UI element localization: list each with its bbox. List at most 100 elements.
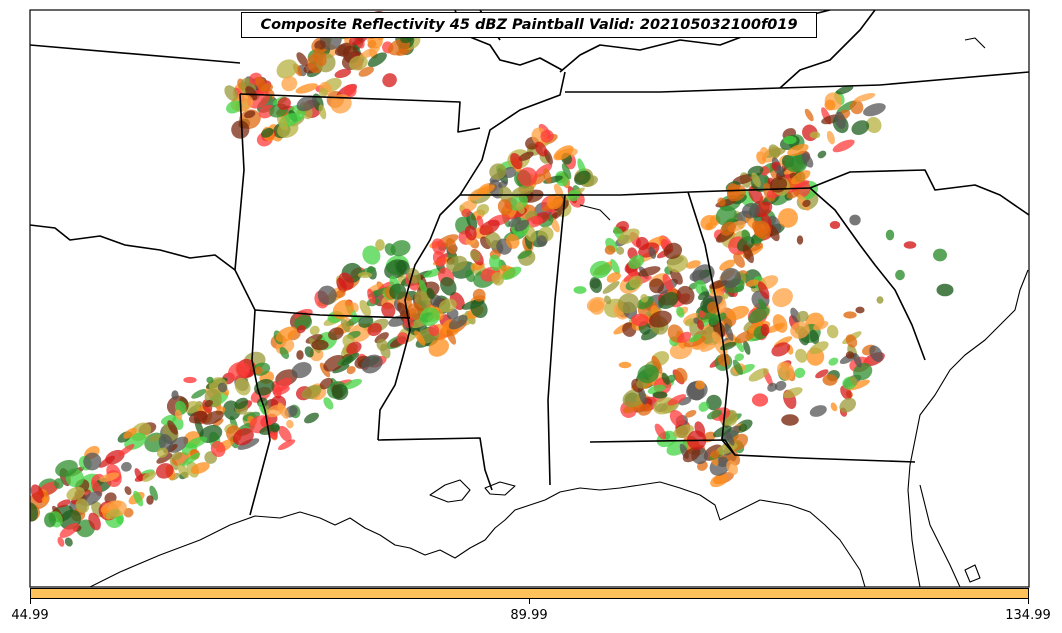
storm-cell: [801, 153, 814, 168]
storm-cell: [813, 320, 829, 331]
storm-cell: [234, 397, 249, 410]
storm-cell: [776, 361, 795, 381]
storm-cell: [88, 512, 101, 531]
storm-cell: [361, 354, 383, 374]
storm-cell: [787, 143, 809, 157]
storm-cell: [638, 266, 661, 277]
storm-cell: [758, 281, 770, 300]
storm-cell: [332, 364, 350, 374]
storm-cell: [323, 397, 334, 410]
storm-cell: [314, 40, 326, 51]
storm-cell: [183, 376, 197, 384]
storm-cell: [133, 490, 144, 507]
storm-cell: [232, 428, 254, 446]
storm-cell: [384, 243, 396, 256]
storm-cell: [651, 355, 663, 374]
storm-cell: [705, 222, 714, 230]
storm-cell: [64, 537, 73, 547]
storm-cell: [695, 380, 705, 390]
storm-cell: [606, 272, 621, 283]
storm-cell: [733, 253, 745, 268]
storm-cell: [278, 425, 292, 442]
storm-cell: [754, 201, 773, 218]
storm-cell: [851, 120, 870, 135]
storm-cell: [623, 271, 639, 282]
storm-cell: [217, 382, 228, 393]
storm-cell: [822, 374, 838, 386]
storm-cell: [734, 330, 756, 344]
storm-cell: [631, 313, 649, 327]
border-ok-tx: [30, 224, 236, 271]
storm-cell: [724, 323, 734, 341]
storm-cell: [748, 306, 770, 324]
storm-cell: [546, 193, 563, 210]
border-ky-va: [779, 10, 876, 89]
storm-cell: [146, 495, 154, 505]
storm-cell: [346, 366, 356, 375]
storm-cell: [503, 166, 517, 178]
storm-cell: [344, 84, 357, 98]
storm-cell: [717, 197, 726, 207]
storm-cell: [640, 293, 649, 303]
storm-cell: [610, 258, 620, 275]
storm-cell: [346, 341, 362, 355]
storm-cell: [418, 279, 428, 295]
storm-cell: [226, 100, 243, 114]
storm-cell: [629, 275, 643, 289]
storm-cell: [616, 246, 625, 255]
storm-cell: [446, 255, 468, 272]
storm-cell: [323, 355, 346, 372]
storm-cell: [824, 99, 836, 111]
storm-cell: [741, 202, 760, 219]
storm-cell: [41, 496, 49, 504]
storm-cell: [362, 245, 381, 265]
border-al-fl: [589, 439, 916, 463]
storm-cell: [876, 296, 884, 304]
storm-cell: [700, 342, 717, 352]
storm-cell: [661, 372, 670, 385]
storm-cell: [767, 382, 778, 392]
storm-cell: [148, 434, 163, 442]
colorbar-tick-mark-mid: [529, 599, 530, 604]
storm-cell: [518, 151, 534, 162]
storm-cell: [134, 468, 143, 482]
storm-cell: [698, 401, 710, 412]
storm-cell: [275, 326, 297, 343]
storm-cell: [826, 130, 835, 145]
storm-cell: [795, 348, 808, 363]
storm-cell: [745, 279, 760, 287]
coast-louisiana-delta: [429, 479, 471, 503]
storm-cell: [869, 345, 883, 363]
storm-cell: [331, 384, 349, 401]
storm-cell: [561, 163, 572, 180]
storm-cell: [834, 111, 846, 129]
storm-cell: [933, 248, 947, 262]
storm-cell: [853, 362, 873, 381]
storm-cell: [830, 402, 838, 412]
storm-cell: [291, 362, 312, 379]
storm-cell: [440, 277, 457, 296]
storm-cell: [367, 322, 382, 337]
storm-cell: [618, 361, 632, 369]
storm-cell: [635, 236, 649, 251]
storm-cell: [760, 323, 770, 337]
storm-cell: [765, 323, 785, 334]
storm-cell: [742, 244, 754, 264]
storm-cell: [843, 311, 857, 319]
storm-cell: [55, 459, 78, 477]
storm-cell: [141, 471, 157, 482]
storm-cell: [734, 353, 745, 361]
storm-cell: [715, 442, 738, 455]
storm-cell: [508, 216, 522, 228]
storm-cell: [204, 399, 214, 408]
storm-cell: [279, 347, 290, 359]
storm-cell: [57, 536, 65, 547]
storm-cell: [732, 359, 743, 375]
storm-cell: [461, 299, 485, 310]
storm-cell: [181, 452, 201, 467]
storm-cell: [726, 305, 750, 321]
storm-cell: [710, 450, 720, 459]
storm-cell: [663, 242, 683, 259]
coast-florida-east: [919, 484, 961, 587]
storm-cell: [465, 269, 475, 283]
